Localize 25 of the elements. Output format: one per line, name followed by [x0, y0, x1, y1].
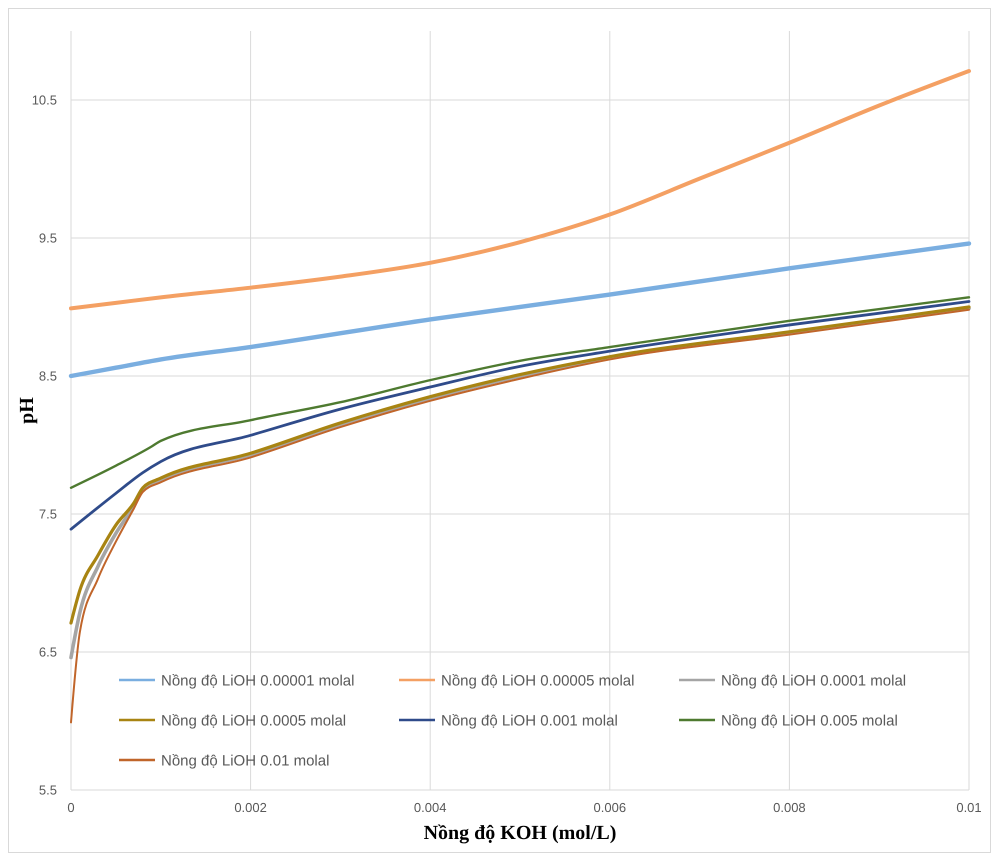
line-series [68, 241, 972, 378]
y-tick-label: 7.5 [38, 506, 57, 522]
legend-label: Nồng độ LiOH 0.00001 molal [161, 672, 354, 690]
legend-label: Nồng độ LiOH 0.0001 molal [721, 672, 906, 690]
legend-label: Nồng độ LiOH 0.01 molal [161, 752, 330, 770]
x-tick-label: 0 [67, 800, 75, 815]
legend-label: Nồng độ LiOH 0.005 molal [721, 712, 898, 730]
y-tick-label: 5.5 [38, 782, 57, 798]
x-tick-label: 0.01 [956, 800, 982, 815]
x-axis-title: Nồng độ KOH (mol/L) [424, 822, 616, 844]
line-series [70, 300, 970, 531]
y-tick-label: 6.5 [38, 644, 57, 660]
line-series [70, 296, 970, 489]
x-tick-label: 0.002 [234, 800, 267, 815]
line-series [69, 69, 971, 310]
legend-label: Nồng độ LiOH 0.00005 molal [441, 672, 634, 690]
legend-label: Nồng độ LiOH 0.001 molal [441, 712, 618, 730]
y-tick-label: 10.5 [32, 92, 57, 108]
y-tick-label: 9.5 [38, 230, 57, 246]
x-tick-label: 0.008 [773, 800, 806, 815]
legend-label: Nồng độ LiOH 0.0005 molal [161, 712, 346, 730]
y-tick-label: 8.5 [38, 368, 57, 384]
x-tick-label: 0.006 [594, 800, 626, 815]
x-tick-label: 0.004 [414, 800, 446, 815]
y-axis-title: pH [16, 396, 38, 424]
